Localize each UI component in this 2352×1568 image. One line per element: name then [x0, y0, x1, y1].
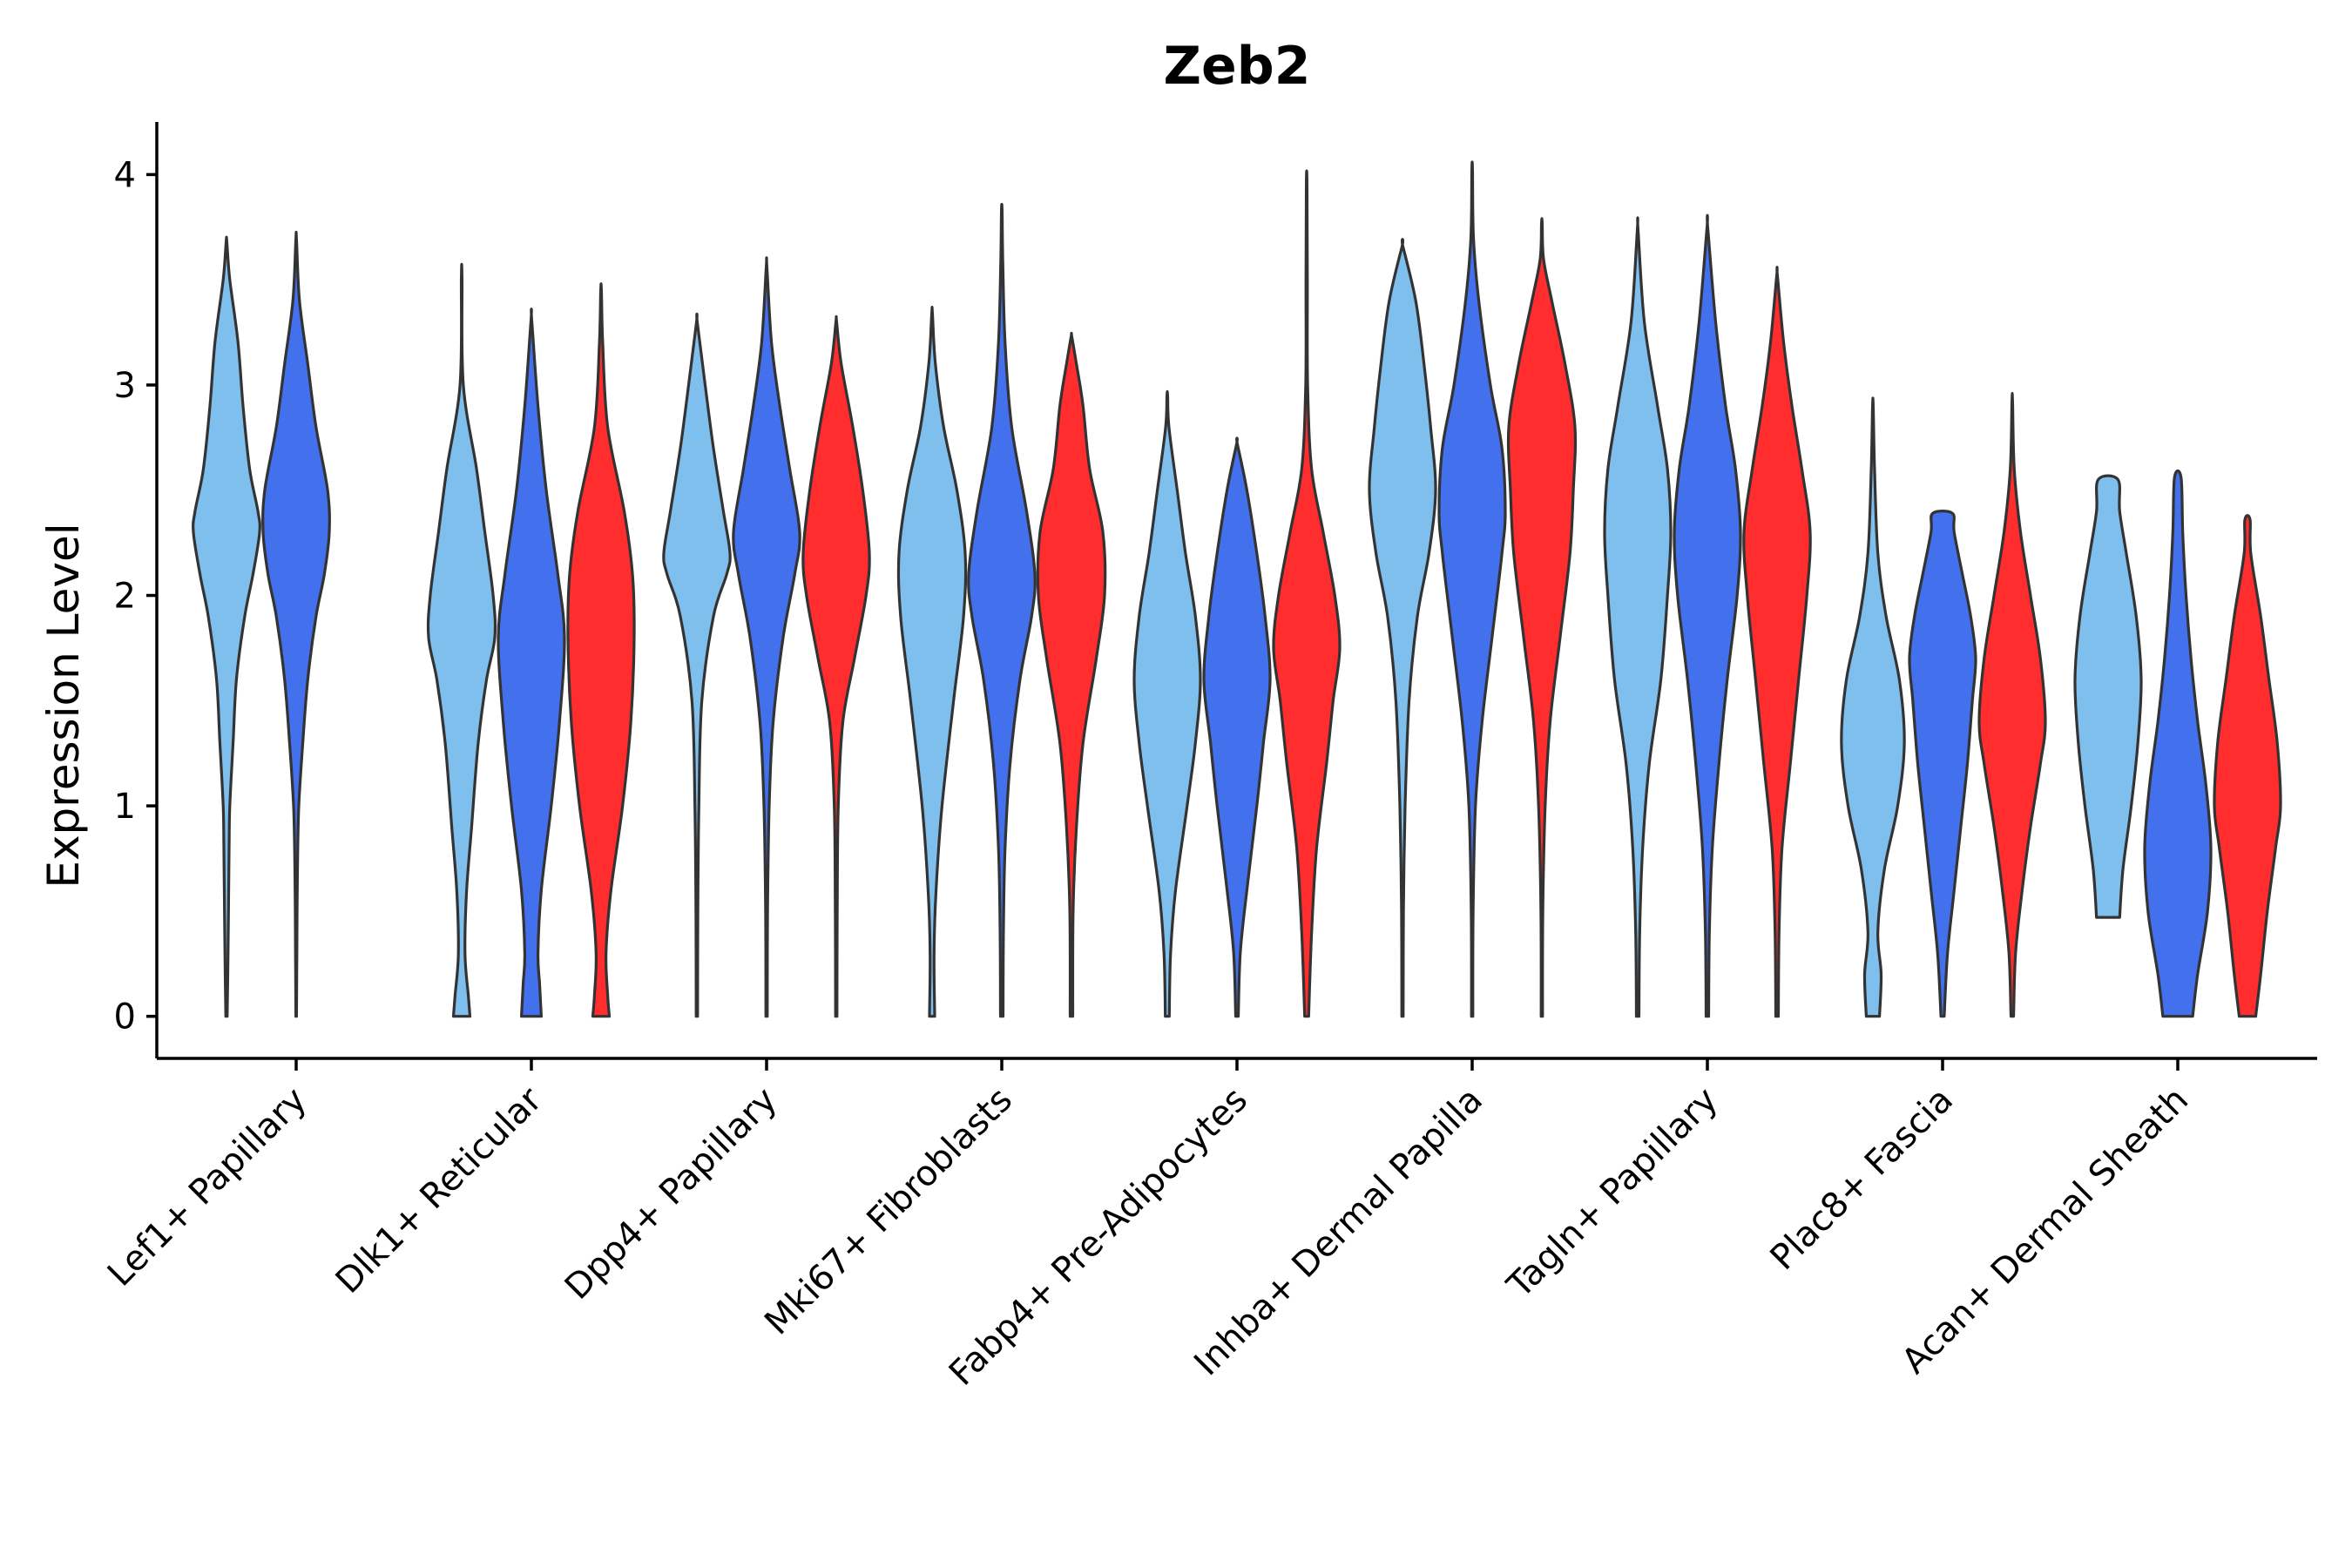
violin-plac8-fascia-series-1: [1908, 510, 1977, 1018]
x-tick-label: Plac8+ Fascia: [1763, 1080, 1962, 1279]
violin-dpp4-papillary-series-2: [801, 314, 871, 1018]
violin-dlk1-reticular-series-0: [426, 262, 497, 1018]
y-tick-label: 1: [114, 787, 136, 827]
y-tick-label: 0: [114, 997, 136, 1037]
x-tick-label: Lef1+ Papillary: [100, 1080, 314, 1294]
violin-fabp4-pre-adipocytes-series-1: [1202, 436, 1272, 1018]
violin-inhba-dermal-papilla-series-0: [1368, 238, 1437, 1018]
violin-acan-dermal-sheath-series-1: [2143, 469, 2213, 1018]
y-tick-label: 4: [114, 155, 136, 195]
violin-inhba-dermal-papilla-series-2: [1506, 217, 1578, 1018]
chart-title: Zeb2: [1164, 36, 1311, 97]
x-tick-label: Dpp4+ Papillary: [558, 1080, 785, 1308]
violin-dpp4-papillary-series-0: [662, 312, 732, 1018]
violin-acan-dermal-sheath-series-2: [2213, 514, 2282, 1018]
violin-mki67-fibroblasts-series-0: [896, 306, 968, 1018]
violin-lef1-papillary-series-1: [261, 230, 331, 1018]
violin-tagln-papillary-series-1: [1673, 213, 1742, 1018]
violin-dlk1-reticular-series-1: [497, 308, 566, 1018]
y-tick-label: 2: [114, 577, 136, 617]
x-tick-label: Tagln+ Papillary: [1499, 1080, 1726, 1307]
violin-plac8-fascia-series-2: [1977, 392, 2047, 1018]
violin-lef1-papillary-series-0: [192, 235, 261, 1018]
violin-mki67-fibroblasts-series-2: [1036, 331, 1107, 1018]
x-tick-label: Dlk1+ Reticular: [328, 1079, 551, 1301]
violin-fabp4-pre-adipocytes-series-0: [1132, 389, 1202, 1018]
y-tick-label: 3: [114, 366, 136, 406]
violin-plac8-fascia-series-0: [1840, 396, 1906, 1018]
violin-acan-dermal-sheath-series-0: [2073, 474, 2143, 919]
violin-dlk1-reticular-series-2: [566, 282, 636, 1018]
violin-tagln-papillary-series-2: [1742, 266, 1812, 1018]
violin-fabp4-pre-adipocytes-series-2: [1272, 169, 1342, 1018]
violin-dpp4-papillary-series-1: [732, 256, 801, 1018]
violins-group: [192, 160, 2282, 1018]
y-axis-label: Expression Level: [38, 523, 89, 888]
violin-tagln-papillary-series-0: [1603, 216, 1673, 1018]
violin-inhba-dermal-papilla-series-1: [1437, 160, 1507, 1018]
violin-mki67-fibroblasts-series-1: [967, 202, 1037, 1018]
x-tick-label: Mki67+ Fibroblasts: [757, 1080, 1020, 1343]
